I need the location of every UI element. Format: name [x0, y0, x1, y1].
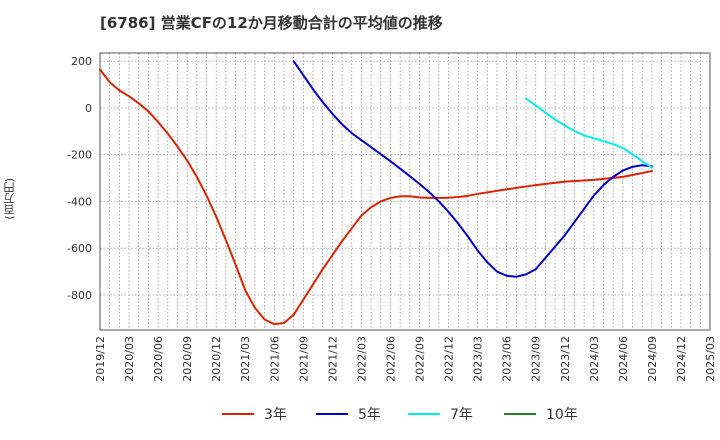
legend-label: 10年	[546, 407, 578, 423]
y-tick-label: -600	[67, 242, 92, 255]
x-tick-label: 2023/09	[530, 336, 543, 382]
y-tick-label: 0	[85, 102, 92, 115]
chart-title: [6786] 営業CFの12か月移動合計の平均値の推移	[100, 14, 443, 32]
x-tick-label: 2020/12	[210, 336, 223, 382]
plot-frame	[99, 52, 711, 331]
x-tick-label: 2020/06	[152, 336, 165, 382]
series-line	[292, 60, 653, 278]
x-tick-label: 2022/03	[355, 336, 368, 382]
x-tick-label: 2020/03	[123, 336, 136, 382]
x-tick-label: 2024/06	[617, 336, 630, 382]
x-tick-label: 2024/03	[588, 336, 601, 382]
y-tick-label: -200	[67, 149, 92, 162]
y-tick-label: 200	[71, 55, 92, 68]
x-tick-label: 2019/12	[94, 336, 107, 382]
x-tick-label: 2021/12	[326, 336, 339, 382]
legend-label: 7年	[450, 407, 473, 423]
legend-label: 3年	[264, 407, 287, 423]
x-tick-label: 2020/09	[181, 336, 194, 382]
x-tick-label: 2021/09	[297, 336, 310, 382]
x-tick-label: 2022/12	[443, 336, 456, 382]
x-tick-label: 2025/03	[704, 336, 717, 382]
y-tick-label: -800	[67, 289, 92, 302]
x-tick-label: 2023/03	[472, 336, 485, 382]
x-tick-label: 2024/12	[675, 336, 688, 382]
legend-label: 5年	[358, 407, 381, 423]
x-tick-label: 2022/06	[384, 336, 397, 382]
x-tick-labels: 2019/12 2020/03 2020/06 2020/09 2020/12 2021/…	[94, 336, 717, 382]
x-tick-label: 2023/12	[559, 336, 572, 382]
x-tick-label: 2024/09	[646, 336, 659, 382]
y-tick-label: -400	[67, 195, 92, 208]
legend: 3年 5年 7年 10年	[222, 407, 578, 423]
x-tick-label: 2021/03	[239, 336, 252, 382]
series-layer	[99, 60, 653, 326]
x-tick-label: 2023/06	[501, 336, 514, 382]
series-line	[99, 68, 653, 326]
y-tick-labels: 200 0 -200 -400 -600 -800	[67, 55, 92, 302]
series-line	[525, 97, 653, 169]
x-tick-label: 2022/09	[414, 336, 427, 382]
x-tick-label: 2021/06	[268, 336, 281, 382]
grid-lines	[100, 53, 710, 330]
